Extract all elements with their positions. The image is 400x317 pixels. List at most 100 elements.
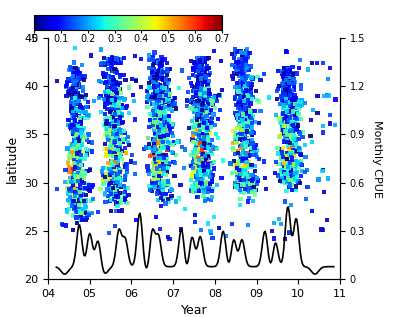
Point xyxy=(88,210,95,216)
Point xyxy=(71,129,77,134)
Point xyxy=(292,176,298,181)
Point xyxy=(117,86,123,91)
Point xyxy=(192,116,198,121)
Point xyxy=(197,187,203,192)
Point xyxy=(116,60,122,65)
Point xyxy=(288,139,295,144)
Point xyxy=(237,118,244,123)
Point xyxy=(76,203,82,208)
Point xyxy=(81,186,87,191)
Point xyxy=(310,108,316,113)
Point xyxy=(160,98,166,103)
Point xyxy=(198,185,205,191)
Point xyxy=(179,145,185,150)
Point xyxy=(166,107,173,112)
Point xyxy=(122,77,129,82)
Point xyxy=(157,67,163,72)
Point xyxy=(150,79,156,84)
Point xyxy=(71,173,78,178)
Point xyxy=(244,129,250,134)
Point xyxy=(175,139,182,144)
Point xyxy=(166,124,172,129)
Point xyxy=(78,142,85,147)
Point xyxy=(73,173,80,178)
Point xyxy=(204,184,210,190)
Point xyxy=(281,179,288,184)
Point xyxy=(108,131,115,136)
Point xyxy=(204,165,210,170)
Point xyxy=(276,116,283,121)
Point xyxy=(197,143,204,148)
Point xyxy=(107,149,114,154)
Point xyxy=(112,131,119,136)
Point xyxy=(106,90,112,95)
Point xyxy=(114,138,120,143)
Point xyxy=(79,115,85,120)
Point xyxy=(285,73,291,78)
Point xyxy=(244,113,250,118)
Point xyxy=(238,70,245,75)
Point xyxy=(144,99,150,104)
Point xyxy=(72,202,78,207)
Point xyxy=(113,191,119,197)
Point xyxy=(302,169,308,174)
Point xyxy=(280,88,286,93)
Point xyxy=(124,166,130,171)
Point xyxy=(232,133,238,138)
Point xyxy=(202,160,209,165)
Point xyxy=(70,152,76,157)
Point xyxy=(68,85,75,90)
Point xyxy=(294,110,300,115)
Point xyxy=(162,98,169,103)
Point xyxy=(198,85,204,90)
Point xyxy=(86,166,93,171)
Point xyxy=(190,150,196,155)
Point xyxy=(71,96,78,101)
Point xyxy=(68,141,74,146)
Point xyxy=(110,76,116,81)
Point xyxy=(192,101,198,106)
Point xyxy=(108,74,115,79)
Point xyxy=(292,139,299,145)
Point xyxy=(114,171,121,177)
Point xyxy=(105,66,112,71)
Point xyxy=(293,122,300,127)
Point xyxy=(201,96,207,101)
Point xyxy=(282,114,289,119)
Point xyxy=(102,96,109,101)
Point xyxy=(125,134,131,139)
Point xyxy=(198,94,204,100)
Point xyxy=(284,95,291,100)
Point xyxy=(107,148,113,153)
Point xyxy=(128,159,134,164)
Point xyxy=(158,189,164,194)
Point xyxy=(152,116,158,121)
Point xyxy=(115,100,122,105)
Point xyxy=(116,178,122,183)
Point xyxy=(205,73,212,78)
Point xyxy=(195,77,202,82)
Point xyxy=(154,83,160,88)
Point xyxy=(201,145,207,150)
Point xyxy=(157,147,163,152)
Point xyxy=(284,157,290,162)
Point xyxy=(194,172,200,178)
Point xyxy=(116,100,122,106)
Point xyxy=(150,152,156,157)
Point xyxy=(292,165,298,170)
Point xyxy=(71,161,78,166)
Point xyxy=(309,139,315,145)
Point xyxy=(244,90,250,95)
Point xyxy=(245,160,252,165)
Point xyxy=(110,197,117,202)
Point xyxy=(248,173,255,178)
Point xyxy=(196,94,203,99)
Point xyxy=(279,150,286,155)
Point xyxy=(284,164,291,169)
Point xyxy=(112,139,118,144)
Point xyxy=(96,95,102,100)
Point xyxy=(203,120,209,125)
Point xyxy=(159,139,166,145)
Point xyxy=(238,49,244,55)
Point xyxy=(192,182,198,187)
